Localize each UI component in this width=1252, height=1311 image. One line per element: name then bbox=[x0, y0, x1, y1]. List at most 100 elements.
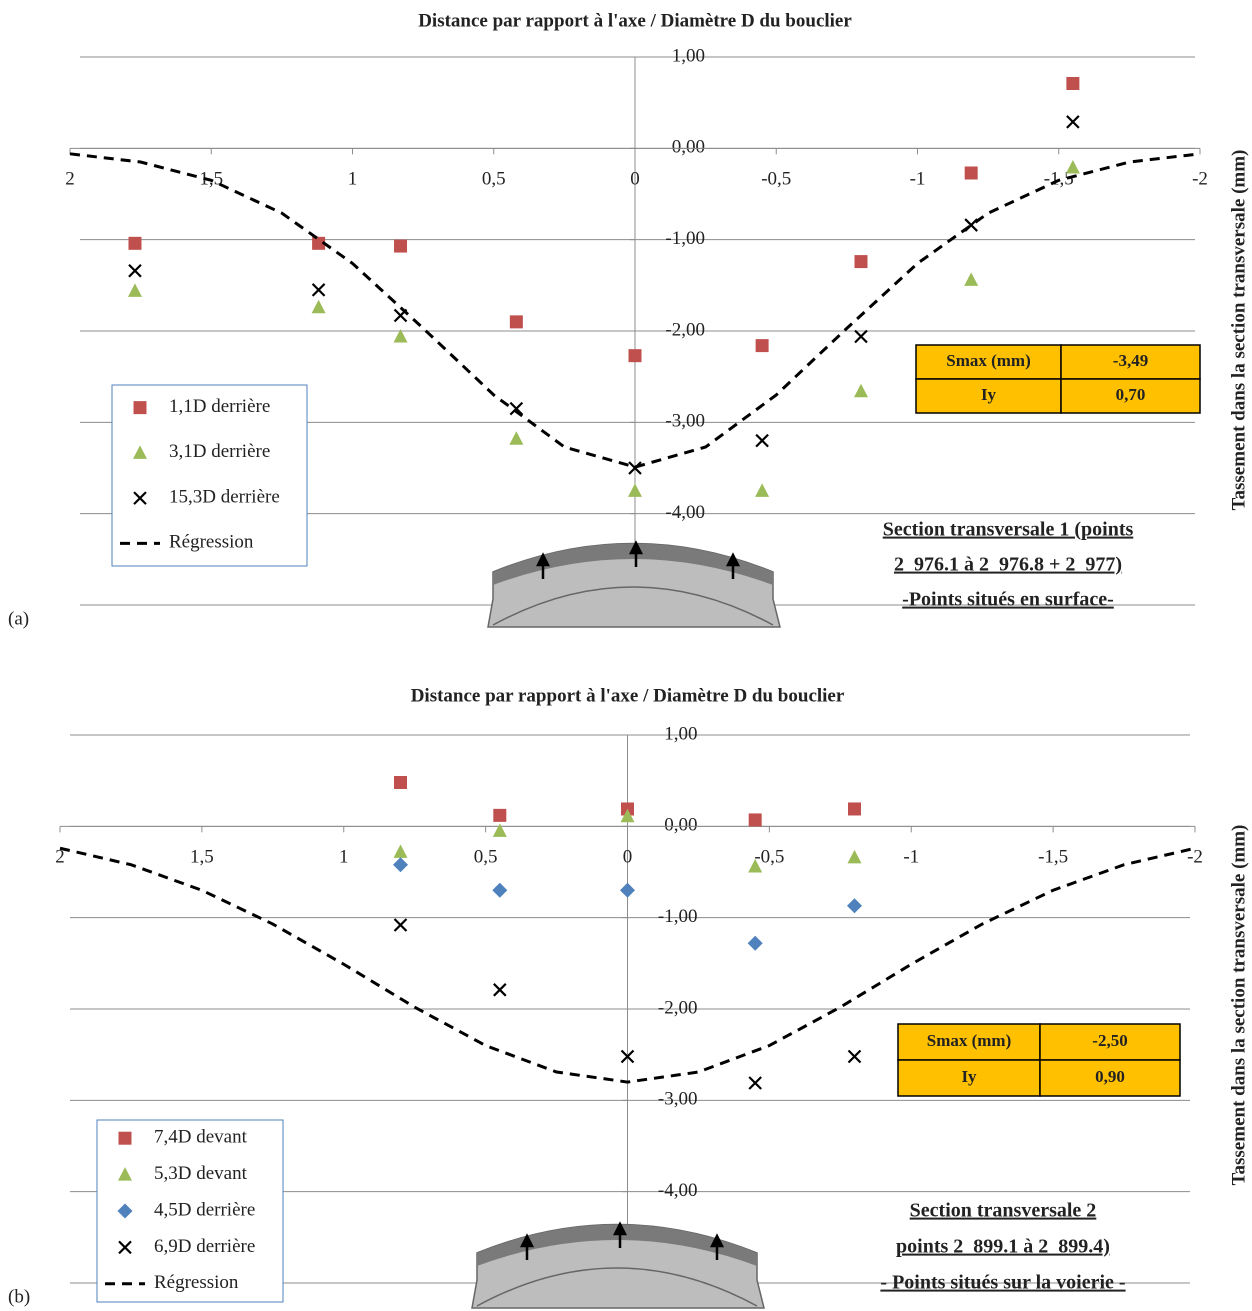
marker-square bbox=[394, 239, 408, 253]
marker-x bbox=[393, 918, 408, 932]
legend-label: 6,9D derrière bbox=[154, 1236, 255, 1257]
chart-title: Distance par rapport à l'axe / Diamètre … bbox=[418, 10, 852, 31]
marker-square bbox=[848, 802, 861, 816]
marker-square bbox=[128, 236, 142, 250]
marker-x bbox=[311, 283, 326, 297]
marker-square bbox=[964, 166, 978, 180]
marker-triangle bbox=[509, 431, 524, 445]
marker-diamond bbox=[117, 1203, 133, 1219]
x-tick-label: 0 bbox=[623, 847, 633, 868]
legend-label: 5,3D devant bbox=[154, 1163, 248, 1184]
x-tick-label: 0 bbox=[630, 169, 640, 190]
y-tick-label: -3,00 bbox=[658, 1089, 698, 1110]
marker-square bbox=[1066, 76, 1080, 90]
annotation: -Points situés en surface- bbox=[902, 589, 1114, 611]
marker-x bbox=[854, 329, 868, 344]
table-label: Iy bbox=[961, 1067, 977, 1086]
x-tick-label: 2 bbox=[55, 847, 65, 868]
table-label: Smax (mm) bbox=[927, 1031, 1012, 1050]
marker-diamond bbox=[492, 882, 508, 898]
x-tick-label: -0,5 bbox=[754, 847, 784, 868]
x-tick-label: -1 bbox=[903, 847, 919, 868]
y-tick-label: -1,00 bbox=[658, 906, 698, 927]
marker-square bbox=[748, 813, 762, 827]
table-cell bbox=[1060, 378, 1201, 414]
x-tick-label: 1,5 bbox=[190, 847, 214, 868]
table-cell bbox=[915, 378, 1062, 414]
x-tick-label: 1 bbox=[348, 169, 358, 190]
marker-triangle bbox=[133, 445, 147, 459]
legend-label: 7,4D devant bbox=[154, 1127, 248, 1148]
table-value: 0,90 bbox=[1095, 1067, 1125, 1086]
marker-x bbox=[1066, 115, 1080, 129]
legend-label: 1,1D derrière bbox=[169, 396, 270, 417]
annotation: Section transversale 2 bbox=[910, 1200, 1097, 1222]
chart-title: Distance par rapport à l'axe / Diamètre … bbox=[411, 685, 845, 706]
table-label: Smax (mm) bbox=[946, 351, 1031, 370]
y-tick-label: -2,00 bbox=[665, 319, 705, 340]
marker-diamond bbox=[620, 882, 635, 898]
x-tick-label: -1,5 bbox=[1038, 847, 1068, 868]
annotation: Section transversale 1 (points bbox=[883, 519, 1134, 541]
y-tick-label: -3,00 bbox=[665, 411, 705, 432]
marker-triangle bbox=[620, 808, 635, 823]
panel-tag: (a) bbox=[8, 608, 29, 629]
panel-tag: (b) bbox=[8, 1286, 30, 1307]
marker-square bbox=[509, 315, 523, 329]
marker-triangle bbox=[748, 859, 763, 873]
marker-triangle bbox=[393, 328, 408, 343]
x-tick-label: -0,5 bbox=[761, 169, 791, 190]
table-value: 0,70 bbox=[1116, 385, 1146, 404]
y-tick-label: 0,00 bbox=[664, 815, 697, 836]
marker-triangle bbox=[847, 849, 862, 864]
table-cell bbox=[1060, 344, 1201, 380]
y-axis-label: Tassement dans la section transversale (… bbox=[1228, 825, 1249, 1186]
tunnel-icon bbox=[486, 541, 782, 629]
marker-square bbox=[394, 775, 407, 789]
table-cell bbox=[1039, 1059, 1181, 1097]
x-tick-label: -2 bbox=[1187, 847, 1203, 868]
marker-diamond bbox=[393, 857, 408, 873]
marker-triangle bbox=[755, 483, 770, 497]
marker-square bbox=[628, 349, 642, 363]
y-tick-label: -4,00 bbox=[665, 502, 705, 523]
marker-triangle bbox=[964, 272, 979, 286]
regression-line bbox=[59, 846, 1196, 1084]
y-axis-label: Tassement dans la section transversale (… bbox=[1228, 150, 1249, 511]
legend-label: Régression bbox=[154, 1272, 239, 1293]
annotation: points 2_899.1 à 2_899.4) bbox=[896, 1236, 1110, 1258]
marker-square bbox=[312, 236, 326, 250]
x-tick-label: -2 bbox=[1192, 169, 1208, 190]
legend-label: 3,1D derrière bbox=[169, 441, 270, 462]
marker-diamond bbox=[847, 898, 862, 914]
marker-x bbox=[493, 983, 507, 997]
y-tick-label: -4,00 bbox=[658, 1180, 698, 1201]
table-value: -3,49 bbox=[1113, 351, 1148, 370]
legend-label: Régression bbox=[169, 532, 254, 553]
marker-x bbox=[847, 1049, 862, 1064]
table-label: Iy bbox=[981, 385, 997, 404]
regression-line bbox=[69, 152, 1201, 469]
tunnel-icon bbox=[470, 1222, 766, 1310]
marker-x bbox=[509, 401, 524, 416]
marker-x bbox=[128, 263, 142, 278]
y-tick-label: -1,00 bbox=[665, 228, 705, 249]
table-cell bbox=[897, 1059, 1041, 1097]
x-tick-label: 0,5 bbox=[482, 169, 506, 190]
table-cell bbox=[915, 344, 1062, 380]
y-tick-label: 1,00 bbox=[672, 45, 705, 66]
marker-x bbox=[118, 1240, 132, 1255]
marker-square bbox=[493, 808, 507, 822]
legend-label: 4,5D derrière bbox=[154, 1199, 255, 1220]
marker-x bbox=[620, 1049, 635, 1064]
x-tick-label: 0,5 bbox=[474, 847, 498, 868]
marker-triangle bbox=[127, 283, 142, 297]
marker-x bbox=[748, 1076, 762, 1090]
legend-label: 15,3D derrière bbox=[169, 486, 280, 507]
marker-square bbox=[118, 1131, 132, 1145]
y-tick-label: -2,00 bbox=[658, 997, 698, 1018]
x-tick-label: 2 bbox=[65, 169, 75, 190]
marker-triangle bbox=[854, 383, 868, 398]
marker-x bbox=[755, 433, 769, 448]
